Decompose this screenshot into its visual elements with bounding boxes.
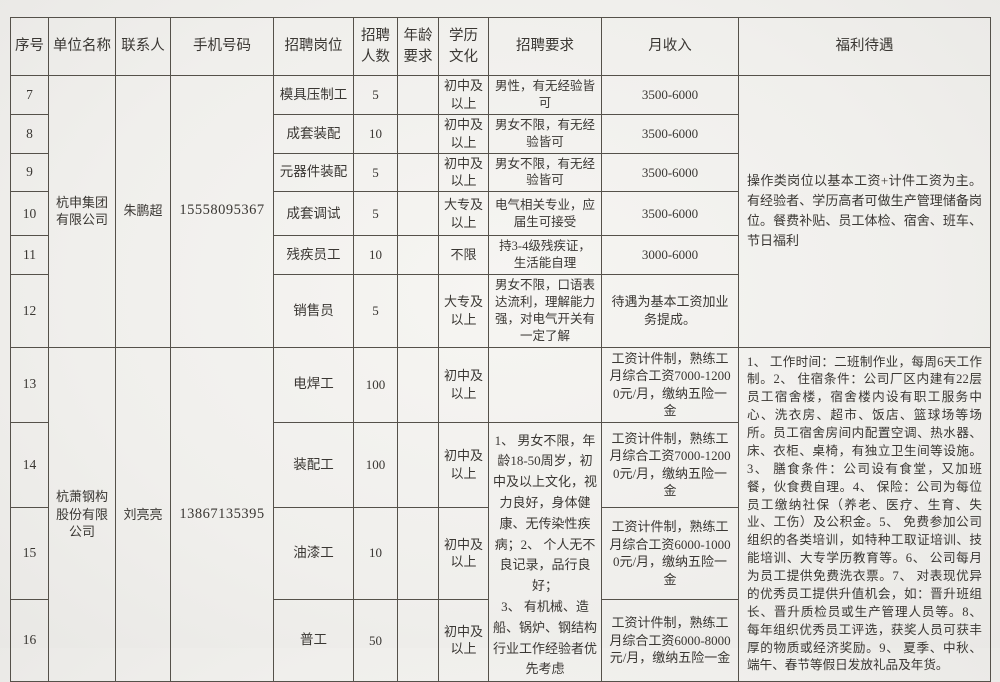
shared-requirements-cell: 1、 男女不限，年龄18-50周岁，初中及以上文化，视力良好，身体健康、无传染性… <box>488 421 602 682</box>
headcount-cell: 100 <box>353 346 398 423</box>
requirements-cell: 男女不限，有无经验皆可 <box>488 152 602 193</box>
table-row: 8 成套装配 10 初中及以上 男女不限，有无经验皆可 3500-6000 <box>10 113 991 154</box>
serial-cell: 12 <box>10 274 49 348</box>
requirements-cell: 电气相关专业，应届生可接受 <box>488 191 602 237</box>
age-cell <box>397 75 439 115</box>
headcount-cell: 5 <box>353 152 398 193</box>
education-cell: 初中及以上 <box>438 75 489 115</box>
age-cell <box>397 274 439 348</box>
contact-cell: 朱鹏超 <box>115 75 171 348</box>
position-cell: 成套调试 <box>273 191 354 237</box>
education-cell: 大专及以上 <box>438 274 489 348</box>
requirements-cell: 男女不限，口语表达流利，理解能力强，对电气开关有一定了解 <box>488 274 602 348</box>
table-row: 7 杭申集团有限公司 朱鹏超 15558095367 模具压制工 5 初中及以上… <box>10 75 991 348</box>
table-row: 10 成套调试 5 大专及以上 电气相关专业，应届生可接受 3500-6000 <box>10 191 991 237</box>
serial-cell: 14 <box>10 421 49 508</box>
headcount-cell: 10 <box>353 113 398 154</box>
table-row: 12 销售员 5 大专及以上 男女不限，口语表达流利，理解能力强，对电气开关有一… <box>10 274 991 348</box>
serial-cell: 15 <box>10 506 49 600</box>
position-cell: 残疾员工 <box>273 235 354 275</box>
table-row: 9 元器件装配 5 初中及以上 男女不限，有无经验皆可 3500-6000 <box>10 152 991 193</box>
serial-cell: 10 <box>10 191 49 237</box>
position-cell: 成套装配 <box>273 113 354 154</box>
phone-cell: 13867135395 <box>170 346 274 682</box>
education-cell: 初中及以上 <box>438 598 489 682</box>
header-age-requirement: 年龄 要求 <box>397 17 439 76</box>
age-cell <box>397 346 439 423</box>
headcount-cell: 5 <box>353 191 398 237</box>
recruitment-table: 序号 单位名称 联系人 手机号码 招聘岗位 招聘 人数 年龄 要求 学历 文化 … <box>10 17 991 682</box>
position-cell: 电焊工 <box>273 346 354 423</box>
requirements-cell: 男性，有无经验皆可 <box>488 75 602 115</box>
income-cell: 3500-6000 <box>601 113 739 154</box>
age-cell <box>397 235 439 275</box>
header-monthly-income: 月收入 <box>601 17 739 76</box>
company-cell: 杭萧钢构股份有限公司 <box>48 346 116 682</box>
phone-cell: 15558095367 <box>170 75 274 348</box>
age-cell <box>397 506 439 600</box>
income-cell: 3500-6000 <box>601 152 739 193</box>
requirements-cell <box>488 346 602 423</box>
header-row: 序号 单位名称 联系人 手机号码 招聘岗位 招聘 人数 年龄 要求 学历 文化 … <box>10 17 991 76</box>
education-cell: 初中及以上 <box>438 421 489 508</box>
headcount-cell: 5 <box>353 75 398 115</box>
header-job-requirements: 招聘要求 <box>488 17 602 76</box>
headcount-cell: 10 <box>353 235 398 275</box>
age-cell <box>397 113 439 154</box>
age-cell <box>397 598 439 682</box>
serial-cell: 9 <box>10 152 49 193</box>
header-company-name: 单位名称 <box>48 17 116 76</box>
income-cell: 工资计件制，熟练工月综合工资7000-12000元/月，缴纳五险一金 <box>601 421 739 508</box>
serial-cell: 16 <box>10 598 49 682</box>
header-phone-number: 手机号码 <box>170 17 274 76</box>
table-row: 13 杭萧钢构股份有限公司 刘亮亮 13867135395 电焊工 100 初中… <box>10 346 991 682</box>
benefits-cell: 操作类岗位以基本工资+计件工资为主。有经验者、学历高者可做生产管理储备岗位。餐费… <box>738 75 991 348</box>
income-cell: 待遇为基本工资加业务提成。 <box>601 274 739 348</box>
position-cell: 元器件装配 <box>273 152 354 193</box>
income-cell: 工资计件制，熟练工月综合工资7000-12000元/月，缴纳五险一金 <box>601 346 739 423</box>
education-cell: 初中及以上 <box>438 152 489 193</box>
education-cell: 不限 <box>438 235 489 275</box>
education-cell: 初中及以上 <box>438 346 489 423</box>
income-cell: 3500-6000 <box>601 191 739 237</box>
serial-cell: 11 <box>10 235 49 275</box>
age-cell <box>397 191 439 237</box>
benefits-cell: 1、 工作时间：二班制作业，每周6天工作制。2、 住宿条件：公司厂区内建有22层… <box>738 346 991 682</box>
position-cell: 普工 <box>273 598 354 682</box>
income-cell: 3500-6000 <box>601 75 739 115</box>
header-position: 招聘岗位 <box>273 17 354 76</box>
requirements-cell: 男女不限，有无经验皆可 <box>488 113 602 154</box>
table-row: 15 油漆工 10 初中及以上 工资计件制，熟练工月综合工资6000-10000… <box>10 506 991 600</box>
header-headcount: 招聘 人数 <box>353 17 398 76</box>
header-education: 学历 文化 <box>438 17 489 76</box>
header-contact-person: 联系人 <box>115 17 171 76</box>
contact-cell: 刘亮亮 <box>115 346 171 682</box>
income-cell: 工资计件制，熟练工月综合工资6000-8000元/月，缴纳五险一金 <box>601 598 739 682</box>
headcount-cell: 100 <box>353 421 398 508</box>
serial-cell: 13 <box>10 346 49 423</box>
company-cell: 杭申集团有限公司 <box>48 75 116 348</box>
education-cell: 大专及以上 <box>438 191 489 237</box>
header-benefits: 福利待遇 <box>738 17 991 76</box>
education-cell: 初中及以上 <box>438 113 489 154</box>
table-row: 11 残疾员工 10 不限 持3-4级残疾证，生活能自理 3000-6000 <box>10 235 991 275</box>
position-cell: 销售员 <box>273 274 354 348</box>
age-cell <box>397 152 439 193</box>
position-cell: 装配工 <box>273 421 354 508</box>
income-cell: 3000-6000 <box>601 235 739 275</box>
age-cell <box>397 421 439 508</box>
headcount-cell: 50 <box>353 598 398 682</box>
position-cell: 油漆工 <box>273 506 354 600</box>
headcount-cell: 10 <box>353 506 398 600</box>
serial-cell: 7 <box>10 75 49 115</box>
income-cell: 工资计件制，熟练工月综合工资6000-10000元/月，缴纳五险一金 <box>601 506 739 600</box>
serial-cell: 8 <box>10 113 49 154</box>
headcount-cell: 5 <box>353 274 398 348</box>
education-cell: 初中及以上 <box>438 506 489 600</box>
position-cell: 模具压制工 <box>273 75 354 115</box>
header-serial-number: 序号 <box>10 17 49 76</box>
requirements-cell: 持3-4级残疾证，生活能自理 <box>488 235 602 275</box>
